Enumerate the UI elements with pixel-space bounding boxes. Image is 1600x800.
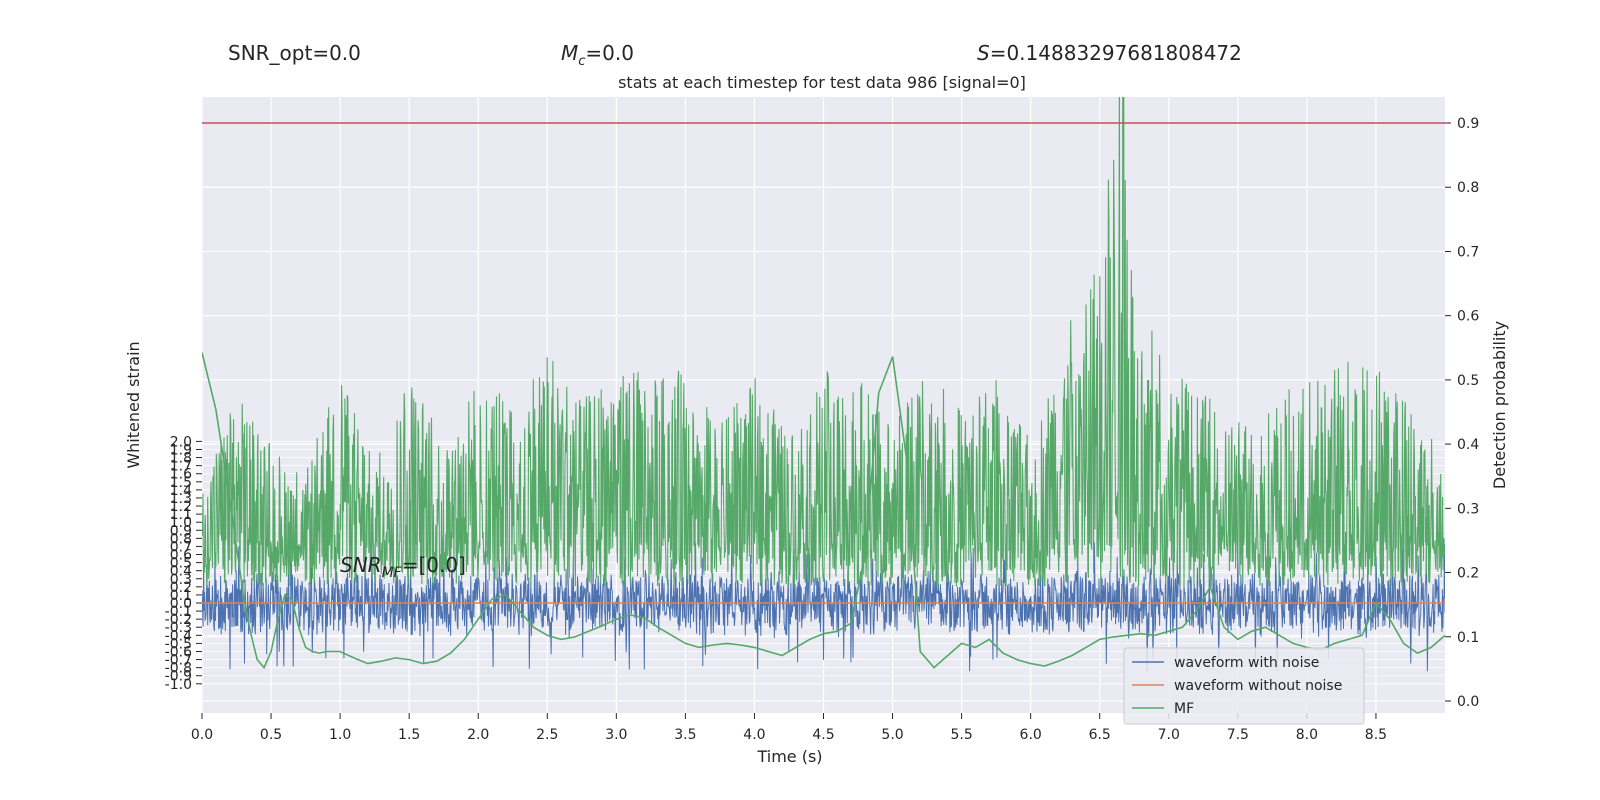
x-tick-label-9: 4.5 xyxy=(812,727,834,743)
y-tick-label-right-4: 0.5 xyxy=(1457,373,1479,389)
y-ticks-right: 0.9 0.8 0.7 0.6 0.5 0.4 0.3 0.2 0.1 0.0 xyxy=(1445,116,1479,710)
snr-mf-symbol: SNR xyxy=(340,553,382,577)
mc-subscript: c xyxy=(578,54,585,69)
snr-mf-subscript: MF xyxy=(382,565,403,581)
y-tick-label-right-8: 0.1 xyxy=(1457,630,1479,646)
y-axis-label-left: Whitened strain xyxy=(124,341,143,468)
y-tick-label-right-0: 0.9 xyxy=(1457,116,1479,132)
x-tick-label-12: 6.0 xyxy=(1020,727,1042,743)
s-symbol: S xyxy=(977,41,990,65)
legend-label-waveform-with-noise: waveform with noise xyxy=(1174,655,1319,671)
x-tick-label-3: 1.5 xyxy=(398,727,420,743)
chart-title: stats at each timestep for test data 986… xyxy=(618,73,1026,92)
mc-text: Mc=0.0 xyxy=(561,41,634,69)
y-tick-label-right-5: 0.4 xyxy=(1457,437,1479,453)
y-tick-label-left-15: 0.5 xyxy=(170,556,192,572)
x-tick-label-14: 7.0 xyxy=(1158,727,1180,743)
x-tick-label-16: 8.0 xyxy=(1296,727,1318,743)
x-tick-label-8: 4.0 xyxy=(743,727,765,743)
x-tick-label-2: 1.0 xyxy=(329,727,351,743)
y-tick-label-right-3: 0.6 xyxy=(1457,309,1479,325)
y-tick-label-left-11: 0.9 xyxy=(170,523,192,539)
y-tick-label-left-28: -0.8 xyxy=(165,661,192,677)
y-tick-label-left-20: 0.0 xyxy=(170,596,192,612)
y-tick-label-right-6: 0.3 xyxy=(1457,501,1479,517)
y-tick-label-left-1: 1.9 xyxy=(170,442,192,458)
x-tick-label-11: 5.5 xyxy=(950,727,972,743)
y-tick-label-left-9: 1.1 xyxy=(170,507,192,523)
y-tick-label-left-29: -0.9 xyxy=(165,669,192,685)
y-tick-label-left-14: 0.6 xyxy=(170,548,192,564)
y-tick-label-left-13: 0.7 xyxy=(170,539,192,555)
y-tick-label-left-18: 0.2 xyxy=(170,580,192,596)
y-tick-label-left-4: 1.6 xyxy=(170,467,192,483)
legend-label-waveform-without-noise: waveform without noise xyxy=(1174,678,1342,694)
y-tick-label-left-23: -0.3 xyxy=(165,620,192,636)
y-ticks-left: 2.01.91.81.71.61.51.41.31.21.11.00.90.80… xyxy=(165,434,202,693)
y-tick-label-left-24: -0.4 xyxy=(165,628,192,644)
y-tick-label-right-9: 0.0 xyxy=(1457,694,1479,710)
legend-frame xyxy=(1123,647,1365,725)
snr-opt-text: SNR_opt=0.0 xyxy=(228,41,361,65)
y-tick-label-left-7: 1.3 xyxy=(170,491,192,507)
series-mf-smooth xyxy=(202,352,1445,670)
y-tick-label-left-5: 1.5 xyxy=(170,475,192,491)
x-ticks: 0.0 0.5 1.0 1.5 2.0 2.5 3.0 3.5 4.0 4.5 5.0 5.5 6.0 6… xyxy=(191,713,1387,743)
snr-mf-value: =[0.0] xyxy=(402,553,466,577)
legend: waveform with noise waveform without noi… xyxy=(1123,647,1365,725)
x-tick-label-0: 0.0 xyxy=(191,727,213,743)
y-tick-label-left-8: 1.2 xyxy=(170,499,192,515)
legend-label-mf: MF xyxy=(1174,701,1194,717)
y-tick-label-left-21: -0.1 xyxy=(165,604,192,620)
x-tick-label-5: 2.5 xyxy=(536,727,558,743)
y-tick-label-left-10: 1.0 xyxy=(170,515,192,531)
y-tick-label-left-3: 1.7 xyxy=(170,459,192,475)
y-tick-label-left-22: -0.2 xyxy=(165,612,192,628)
snr-mf-annotation: SNRMF=[0.0] xyxy=(340,553,466,581)
y-tick-label-left-30: -1.0 xyxy=(165,677,192,693)
x-tick-label-1: 0.5 xyxy=(260,727,282,743)
x-tick-label-13: 6.5 xyxy=(1089,727,1111,743)
y-tick-label-left-26: -0.6 xyxy=(165,644,192,660)
x-tick-label-10: 5.0 xyxy=(881,727,903,743)
series-mf-spiky xyxy=(202,97,1445,588)
s-text: S=0.14883297681808472 xyxy=(977,41,1242,65)
x-tick-label-7: 3.5 xyxy=(674,727,696,743)
y-tick-label-right-2: 0.7 xyxy=(1457,244,1479,260)
x-tick-label-17: 8.5 xyxy=(1365,727,1387,743)
x-tick-label-6: 3.0 xyxy=(605,727,627,743)
y-tick-label-left-25: -0.5 xyxy=(165,636,192,652)
s-value: =0.14883297681808472 xyxy=(990,41,1242,65)
mc-value: =0.0 xyxy=(585,41,634,65)
y-tick-label-right-7: 0.2 xyxy=(1457,566,1479,582)
y-tick-label-left-0: 2.0 xyxy=(170,434,192,450)
y-axis-label-right: Detection probability xyxy=(1490,321,1509,489)
y-tick-label-left-12: 0.8 xyxy=(170,531,192,547)
y-tick-label-left-6: 1.4 xyxy=(170,483,192,499)
y-tick-label-left-27: -0.7 xyxy=(165,653,192,669)
x-tick-label-15: 7.5 xyxy=(1227,727,1249,743)
y-tick-label-left-19: 0.1 xyxy=(170,588,192,604)
x-tick-label-4: 2.0 xyxy=(467,727,489,743)
mc-symbol: M xyxy=(561,41,578,65)
x-axis-label: Time (s) xyxy=(756,747,822,766)
y-tick-label-left-16: 0.4 xyxy=(170,564,192,580)
y-tick-label-left-17: 0.3 xyxy=(170,572,192,588)
y-tick-label-right-1: 0.8 xyxy=(1457,180,1479,196)
y-tick-label-left-2: 1.8 xyxy=(170,451,192,467)
series-group xyxy=(202,97,1445,672)
